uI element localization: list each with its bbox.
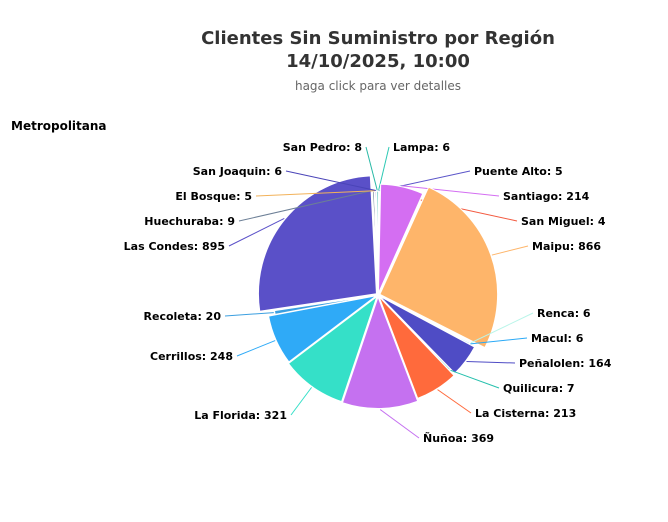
- connector-penalolen: [466, 361, 516, 364]
- data-label-san-joaquin: San Joaquin: 6: [193, 165, 283, 178]
- data-label-el-bosque: El Bosque: 5: [175, 190, 252, 203]
- connector-macul: [470, 337, 528, 345]
- data-label-lampa: Lampa: 6: [393, 141, 450, 154]
- data-label-las-condes: Las Condes: 895: [124, 240, 225, 253]
- pie-slice-penalolen[interactable]: [379, 295, 476, 374]
- pie-slice-san-miguel[interactable]: [378, 200, 422, 294]
- pie-slice-nunoa[interactable]: [341, 295, 419, 410]
- pie-slice-santiago[interactable]: [377, 183, 424, 294]
- data-label-renca: Renca: 6: [537, 307, 591, 320]
- data-label-santiago: Santiago: 214: [503, 190, 590, 203]
- connector-el-bosque: [255, 190, 375, 197]
- chart-title: Clientes Sin Suministro por Región 14/10…: [0, 27, 668, 73]
- chart-title-line1: Clientes Sin Suministro por Región: [201, 28, 555, 49]
- data-label-la-florida: La Florida: 321: [194, 409, 287, 422]
- connector-las-condes: [228, 218, 285, 247]
- connector-san-pedro: [365, 146, 378, 191]
- data-label-quilicura: Quilicura: 7: [503, 382, 575, 395]
- connector-santiago: [402, 185, 500, 197]
- chart-title-line2: 14/10/2025, 10:00: [286, 51, 470, 72]
- data-label-recoleta: Recoleta: 20: [144, 310, 222, 323]
- connector-lampa: [378, 146, 390, 191]
- connector-huechuraba: [238, 189, 374, 222]
- data-label-puente-alto: Puente Alto: 5: [474, 165, 563, 178]
- pie-slice-san-pedro[interactable]: [375, 190, 379, 294]
- connector-la-florida: [290, 387, 312, 416]
- data-label-nunoa: Ñuñoa: 369: [423, 432, 494, 445]
- data-label-cerrillos: Cerrillos: 248: [150, 350, 233, 363]
- connector-renca: [470, 312, 534, 344]
- pie-slice-la-florida[interactable]: [287, 295, 378, 403]
- data-label-la-cisterna: La Cisterna: 213: [475, 407, 576, 420]
- pie-slice-las-condes[interactable]: [257, 175, 377, 312]
- pie-slice-recoleta[interactable]: [273, 294, 377, 315]
- connector-recoleta: [224, 312, 274, 317]
- connector-quilicura: [450, 369, 500, 389]
- pie-slice-cerrillos[interactable]: [268, 295, 377, 363]
- data-label-penalolen: Peñalolen: 164: [519, 357, 612, 370]
- connector-maipu: [491, 245, 529, 256]
- chart-subtitle: haga click para ver detalles: [294, 79, 462, 93]
- data-label-maipu: Maipu: 866: [532, 240, 601, 253]
- data-label-macul: Macul: 6: [531, 332, 584, 345]
- connector-la-cisterna: [437, 389, 472, 414]
- data-label-san-miguel: San Miguel: 4: [521, 215, 606, 228]
- data-label-huechuraba: Huechuraba: 9: [144, 215, 235, 228]
- pie-slice-la-cisterna[interactable]: [378, 296, 455, 400]
- connector-nunoa: [379, 409, 420, 439]
- connector-cerrillos: [236, 340, 276, 357]
- pie-slice-maipu[interactable]: [379, 186, 499, 349]
- region-label: Metropolitana: [11, 119, 107, 133]
- connector-san-joaquin: [285, 170, 376, 192]
- data-label-san-pedro: San Pedro: 8: [283, 141, 362, 154]
